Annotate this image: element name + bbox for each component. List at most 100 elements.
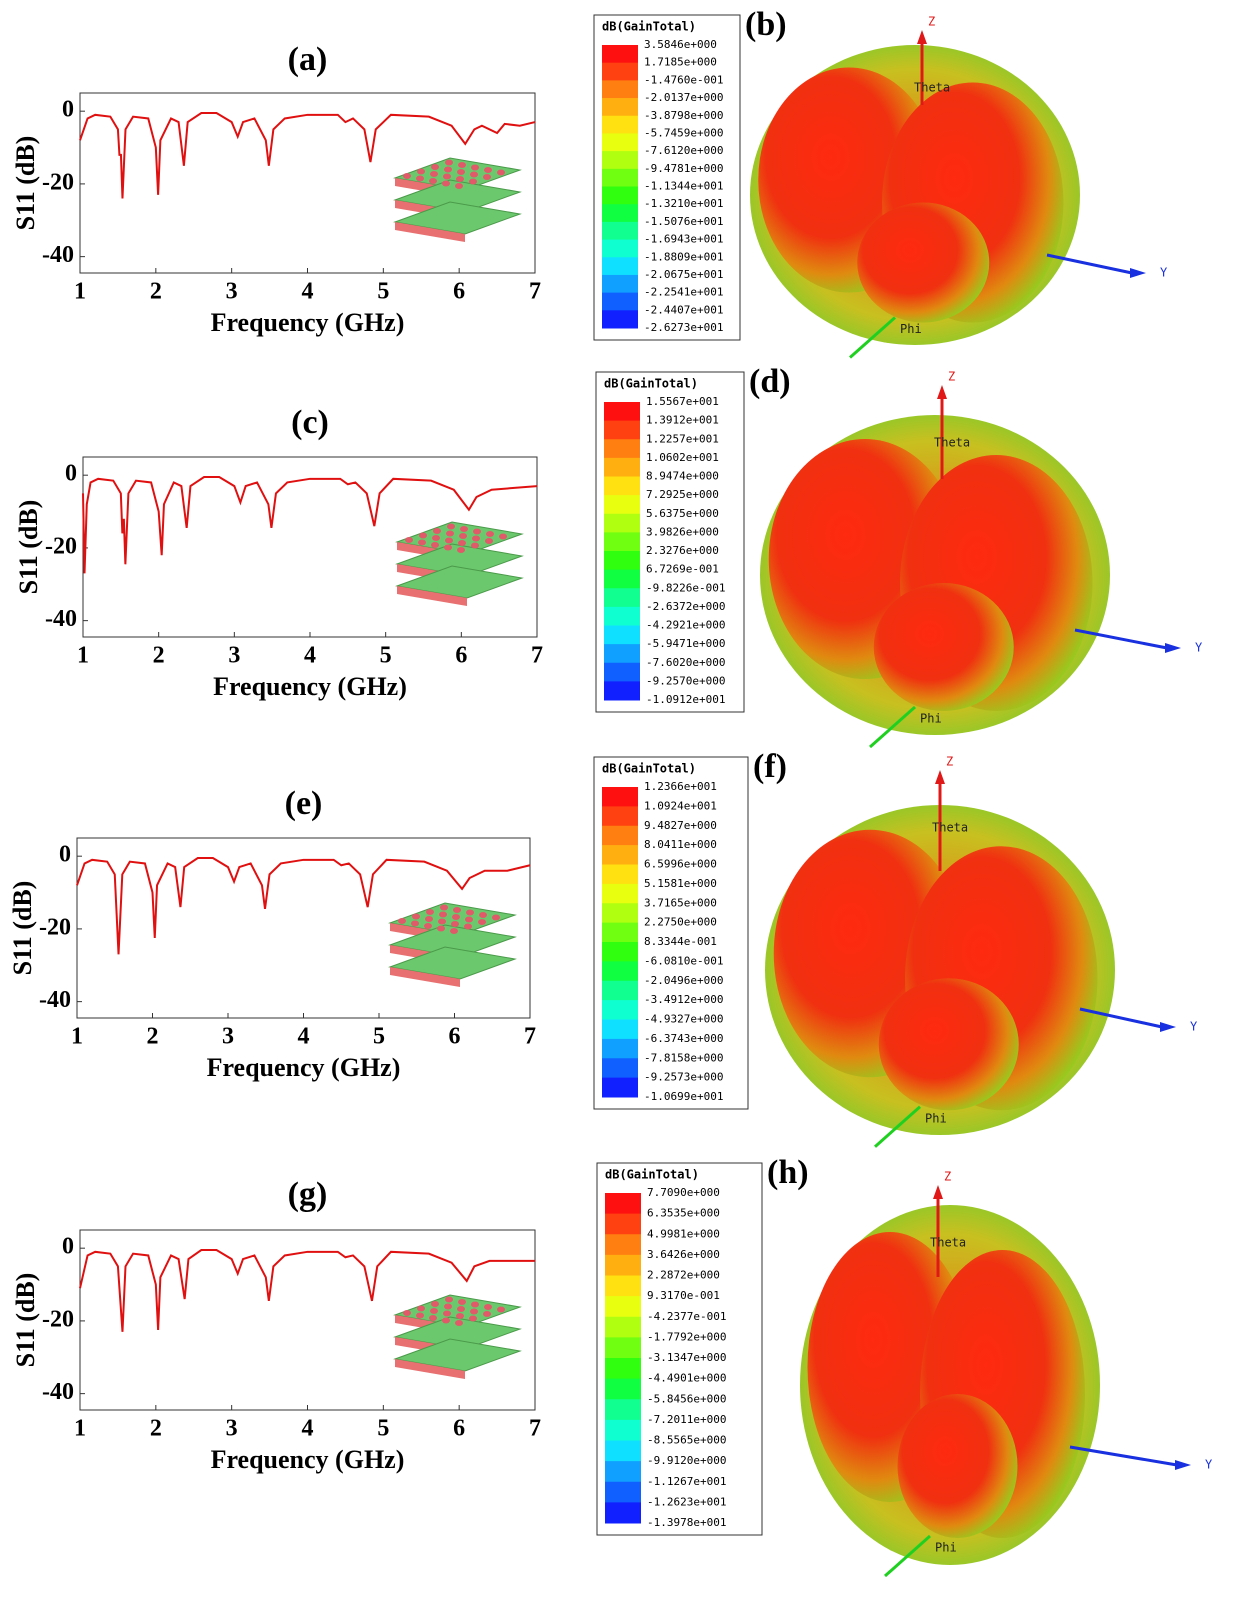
phi-label: Phi xyxy=(900,322,922,336)
colorbar-label: -4.2377e-001 xyxy=(647,1310,726,1323)
data-line xyxy=(82,476,538,574)
phi-label: Phi xyxy=(935,1541,957,1555)
phi-axis xyxy=(849,316,896,359)
inset-patch xyxy=(492,914,500,921)
x-tick-label: 3 xyxy=(226,279,238,305)
phi-label: Phi xyxy=(925,1111,947,1125)
colorbar-label: 3.7165e+000 xyxy=(644,896,717,909)
colorbar-swatch xyxy=(605,1234,641,1256)
x-tick-label: 1 xyxy=(71,1024,83,1050)
colorbar-label: -9.2573e+000 xyxy=(644,1071,723,1084)
inset-patch xyxy=(424,923,432,929)
x-tick-label: 2 xyxy=(153,643,165,669)
inset-patch xyxy=(460,526,468,532)
phi-label: Phi xyxy=(920,712,942,726)
colorbar-swatch xyxy=(602,115,638,134)
y-axis xyxy=(1046,253,1133,275)
colorbar-swatch xyxy=(602,45,638,64)
y-label: Y xyxy=(1205,1458,1213,1472)
colorbar-label: -1.0912e+001 xyxy=(646,693,725,706)
inset-patch xyxy=(472,535,480,542)
inset-patch xyxy=(473,528,481,535)
colorbar-label: 3.9826e+000 xyxy=(646,525,719,538)
x-tick-label: 6 xyxy=(453,279,465,305)
colorbar-swatch xyxy=(604,402,640,422)
colorbar-swatch xyxy=(602,274,638,294)
colorbar-swatch xyxy=(605,1419,641,1441)
inset-patch xyxy=(471,542,479,549)
colorbar-label: 1.5567e+001 xyxy=(646,395,719,408)
inset-patch xyxy=(430,171,438,177)
colorbar-label: -1.8809e+001 xyxy=(644,250,723,263)
y-tick-label: -20 xyxy=(42,1306,74,1332)
colorbar-label: -7.6020e+000 xyxy=(646,656,725,669)
panel-title: (h) xyxy=(767,1154,809,1191)
inset-patch xyxy=(471,164,479,171)
colorbar-swatch xyxy=(605,1399,641,1421)
colorbar-swatch xyxy=(602,186,638,205)
y-arrow xyxy=(1175,1460,1191,1470)
inset-patch xyxy=(447,523,455,530)
y-tick-label: -40 xyxy=(42,1379,74,1405)
inset-patch xyxy=(497,169,505,176)
inset-patch xyxy=(425,916,433,922)
phi-axis xyxy=(884,1534,931,1578)
inset-patch xyxy=(431,164,439,170)
y-axis-label: S11 (dB) xyxy=(11,136,40,231)
colorbar-swatch xyxy=(602,903,638,924)
colorbar-label: 6.7269e-001 xyxy=(646,563,719,576)
x-tick-label: 2 xyxy=(147,1024,159,1050)
inset-patch xyxy=(430,1308,438,1314)
colorbar-swatch xyxy=(605,1213,641,1235)
x-tick-label: 7 xyxy=(531,643,543,669)
inset-patch xyxy=(470,1308,478,1315)
colorbar-label: -8.5565e+000 xyxy=(647,1434,726,1447)
colorbar-swatch xyxy=(604,625,640,645)
colorbar-label: -1.4760e-001 xyxy=(644,73,723,86)
inset-patch xyxy=(398,918,406,924)
phi-axis xyxy=(874,1105,921,1148)
x-tick-label: 3 xyxy=(228,643,240,669)
colorbar-label: -2.0675e+001 xyxy=(644,268,723,281)
inset-patch xyxy=(457,1306,465,1312)
inset-patch xyxy=(445,1296,453,1303)
y-tick-label: -20 xyxy=(39,914,71,940)
colorbar-label: 9.3170e-001 xyxy=(647,1289,720,1302)
y-axis xyxy=(1079,1007,1163,1029)
inset-patch xyxy=(485,538,493,544)
inset-patch xyxy=(416,1312,424,1319)
colorbar-swatch xyxy=(605,1193,641,1215)
colorbar-label: 3.5846e+000 xyxy=(644,38,717,51)
colorbar-label: -5.9471e+000 xyxy=(646,637,725,650)
colorbar-label: -4.9327e+000 xyxy=(644,1013,723,1026)
inset-patch xyxy=(458,540,466,546)
inset-side xyxy=(395,222,465,242)
phi-axis xyxy=(869,705,916,749)
z-arrow xyxy=(935,770,945,784)
z-label: Z xyxy=(946,755,953,769)
inset-patch xyxy=(459,533,467,539)
colorbar-label: 7.7090e+000 xyxy=(647,1186,720,1199)
colorbar-label: -1.1344e+001 xyxy=(644,180,723,193)
colorbar-title: dB(GainTotal) xyxy=(604,377,698,391)
colorbar-label: -5.8456e+000 xyxy=(647,1392,726,1405)
colorbar-label: -1.7792e+000 xyxy=(647,1330,726,1343)
inset-patch xyxy=(458,1299,466,1305)
colorbar-label: 1.2257e+001 xyxy=(646,432,719,445)
colorbar-title: dB(GainTotal) xyxy=(602,20,696,34)
colorbar-label: -9.2570e+000 xyxy=(646,674,725,687)
data-line xyxy=(79,1249,535,1332)
y-tick-label: 0 xyxy=(59,842,71,868)
x-tick-label: 4 xyxy=(302,1416,314,1442)
inset-patch xyxy=(426,909,434,915)
colorbar-swatch xyxy=(602,151,638,170)
inset-patch xyxy=(466,909,474,916)
colorbar-swatch xyxy=(602,204,638,223)
y-tick-label: -40 xyxy=(39,987,71,1013)
inset-patch xyxy=(418,539,426,546)
inset-patch xyxy=(446,530,454,537)
inset-patch xyxy=(456,176,464,182)
inset-patch xyxy=(464,923,472,930)
colorbar-swatch xyxy=(604,513,640,533)
